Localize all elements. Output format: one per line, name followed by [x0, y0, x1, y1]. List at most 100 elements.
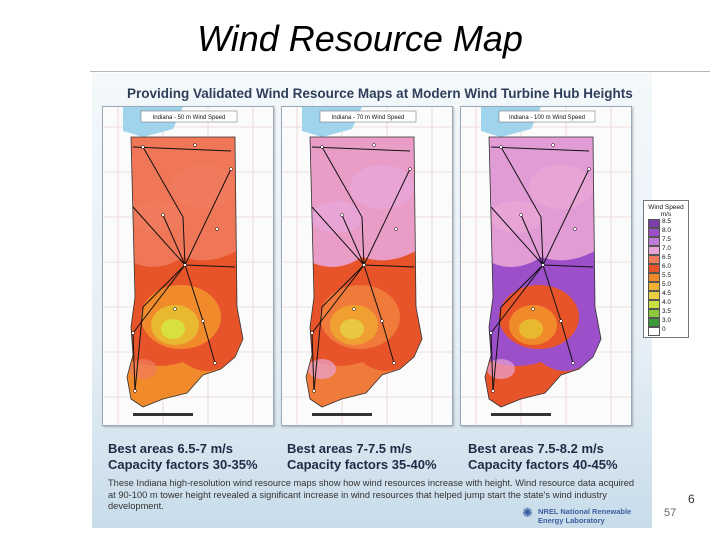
town-marker — [193, 143, 197, 147]
town-marker — [380, 319, 384, 323]
map-70m-graphic: Indiana - 70 m Wind Speed — [282, 107, 452, 425]
map-50m-graphic: Indiana - 50 m Wind Speed — [103, 107, 273, 425]
caption-100m-speed: Best areas 7.5-8.2 m/s — [468, 441, 604, 456]
caption-70m-speed: Best areas 7-7.5 m/s — [287, 441, 413, 456]
town-marker — [320, 145, 324, 149]
highway — [132, 146, 232, 152]
map-title: Indiana - 100 m Wind Speed — [509, 115, 585, 121]
highway — [492, 264, 544, 392]
town-marker — [571, 361, 575, 365]
legend-value: 4.5 — [662, 290, 672, 297]
town-marker — [394, 227, 398, 231]
wind-speed-legend: Wind Speed m/s 8.5 8.0 7.5 7.0 6.5 6.0 5.5 5.0 4… — [643, 200, 689, 338]
town-marker — [573, 227, 577, 231]
title-divider — [90, 71, 710, 72]
state-boundary — [484, 136, 602, 408]
legend-swatch — [648, 300, 660, 309]
highway — [311, 206, 365, 266]
highway — [363, 168, 411, 266]
town-marker — [559, 319, 563, 323]
legend-title: Wind Speed m/s — [644, 204, 688, 218]
legend-swatch — [648, 273, 660, 282]
page-number-secondary: 57 — [664, 507, 677, 519]
page-number: 6 — [688, 492, 695, 506]
legend-swatch — [648, 309, 660, 318]
state-boundary — [305, 136, 423, 408]
nrel-logo-name: National Renewable Energy Laboratory — [538, 507, 632, 525]
legend-value: 7.5 — [662, 236, 672, 243]
town-marker — [392, 361, 396, 365]
scale-bar — [491, 413, 551, 416]
town-marker — [491, 389, 495, 393]
highway — [542, 264, 594, 268]
legend-swatch — [648, 291, 660, 300]
highway — [311, 214, 365, 392]
legend-value: 6.0 — [662, 263, 672, 270]
legend-value: 3.5 — [662, 308, 672, 315]
description-text: These Indiana high-resolution wind resou… — [108, 478, 635, 511]
legend-value: 0 — [662, 326, 666, 333]
town-marker — [213, 361, 217, 365]
caption-70m: Best areas 7-7.5 m/s Capacity factors 35… — [287, 441, 437, 473]
town-marker — [183, 263, 187, 267]
legend-title-line2: m/s — [660, 211, 672, 218]
highway — [490, 206, 544, 266]
nrel-logo: ✺ NREL National Renewable Energy Laborat… — [522, 505, 652, 525]
legend-swatch — [648, 237, 660, 246]
caption-50m-capacity: Capacity factors 30-35% — [108, 457, 258, 472]
town-marker — [340, 213, 344, 217]
legend-swatch — [648, 327, 660, 336]
map-title: Indiana - 70 m Wind Speed — [332, 115, 405, 121]
map-title-box — [140, 110, 238, 123]
highway — [542, 168, 590, 266]
town-marker — [362, 263, 366, 267]
highway — [490, 214, 544, 392]
town-marker — [541, 263, 545, 267]
highway — [184, 264, 236, 268]
highway — [363, 264, 415, 268]
scale-bar — [312, 413, 372, 416]
legend-value: 5.0 — [662, 281, 672, 288]
highway — [490, 146, 590, 152]
town-marker — [141, 145, 145, 149]
highway — [184, 168, 232, 266]
legend-swatch — [648, 219, 660, 228]
legend-value: 4.0 — [662, 299, 672, 306]
town-marker — [201, 319, 205, 323]
highway — [134, 264, 186, 392]
legend-value: 3.0 — [662, 317, 672, 324]
legend-value: 7.0 — [662, 245, 672, 252]
scale-bar — [133, 413, 193, 416]
nrel-sun-icon: ✺ — [522, 505, 533, 520]
legend-title-line1: Wind Speed — [648, 204, 684, 211]
map-title-box — [319, 110, 417, 123]
legend-value: 5.5 — [662, 272, 672, 279]
town-marker — [551, 143, 555, 147]
town-marker — [519, 213, 523, 217]
town-marker — [173, 307, 177, 311]
highway — [311, 146, 411, 152]
town-marker — [499, 145, 503, 149]
map-title-box — [498, 110, 596, 123]
highway — [132, 206, 186, 266]
town-marker — [352, 307, 356, 311]
town-marker — [312, 389, 316, 393]
panel-heading: Providing Validated Wind Resource Maps a… — [127, 86, 633, 101]
town-marker — [215, 227, 219, 231]
highway — [132, 214, 186, 392]
caption-70m-capacity: Capacity factors 35-40% — [287, 457, 437, 472]
town-marker — [587, 167, 591, 171]
map-50m: Indiana - 50 m Wind Speed — [102, 106, 274, 426]
caption-50m-speed: Best areas 6.5-7 m/s — [108, 441, 234, 456]
legend-value: 8.0 — [662, 227, 672, 234]
map-title: Indiana - 50 m Wind Speed — [153, 115, 226, 121]
legend-swatch — [648, 255, 660, 264]
caption-100m: Best areas 7.5-8.2 m/s Capacity factors … — [468, 441, 618, 473]
town-marker — [133, 389, 137, 393]
legend-value: 8.5 — [662, 218, 672, 225]
legend-swatch — [648, 264, 660, 273]
nrel-logo-mark: NREL — [538, 507, 559, 516]
town-marker — [489, 331, 493, 335]
caption-50m: Best areas 6.5-7 m/s Capacity factors 30… — [108, 441, 258, 473]
legend-swatch — [648, 246, 660, 255]
